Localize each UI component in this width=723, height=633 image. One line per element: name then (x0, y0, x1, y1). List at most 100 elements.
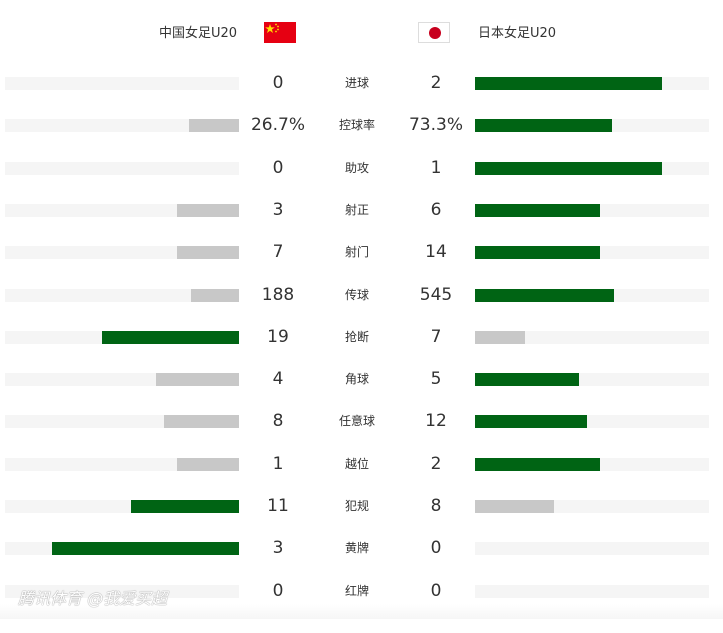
away-bar-track (475, 373, 709, 387)
stat-row: 8 任意球 12 (0, 411, 723, 463)
stat-row: 4 角球 5 (0, 369, 723, 421)
home-value: 0 (272, 73, 284, 93)
stat-label: 角球 (344, 372, 369, 387)
home-bar (51, 542, 239, 556)
home-bar-track (5, 457, 239, 471)
away-bar-track (475, 584, 709, 598)
home-value: 1 (272, 453, 284, 474)
away-bar (475, 330, 526, 344)
away-bar-track (475, 203, 709, 217)
away-bar-track (475, 542, 709, 556)
stat-label: 红牌 (344, 583, 369, 598)
home-bar (176, 246, 239, 260)
away-bar-track (475, 119, 709, 133)
away-value: 12 (425, 411, 447, 432)
away-bar-track (475, 415, 709, 429)
away-value: 0 (430, 538, 442, 559)
home-bar (164, 415, 239, 429)
away-bar-track (475, 500, 709, 513)
away-value: 2 (430, 73, 442, 93)
watermark: 腾讯体育 @我爱买超 (18, 589, 168, 608)
stat-row: 0 进球 2 (0, 73, 723, 125)
stat-label: 控球率 (338, 118, 375, 133)
home-bar-track (5, 203, 239, 217)
stat-row: 188 传球 545 (0, 285, 723, 337)
home-bar (191, 288, 239, 302)
home-bar-track (5, 373, 239, 387)
away-bar-track (475, 246, 709, 260)
home-bar-track (5, 119, 239, 133)
home-value: 0 (272, 580, 284, 601)
away-bar-track (475, 288, 709, 302)
home-bar (102, 330, 239, 344)
away-team-name: 日本女足U20 (478, 26, 557, 41)
away-bar (475, 161, 663, 175)
away-value: 8 (430, 496, 442, 516)
stat-label: 抢断 (344, 329, 369, 344)
away-value: 545 (419, 284, 453, 305)
away-bar-track (475, 457, 709, 471)
bottom-fade (0, 604, 723, 619)
away-bar (475, 119, 613, 133)
home-bar (176, 457, 239, 471)
home-value: 19 (267, 326, 289, 347)
away-value: 1 (430, 157, 442, 178)
stat-label: 任意球 (338, 414, 375, 429)
away-bar (475, 246, 600, 260)
away-bar (475, 288, 615, 302)
away-bar (475, 457, 600, 471)
away-bar (475, 500, 554, 513)
stat-row: 0 红牌 0 (0, 581, 723, 633)
home-bar-track (5, 77, 239, 90)
away-bar (475, 415, 588, 429)
away-bar-track (475, 330, 709, 344)
away-value: 73.3% (408, 115, 463, 136)
stat-label: 越位 (344, 456, 369, 471)
away-value: 2 (430, 453, 442, 474)
stat-label: 犯规 (344, 499, 369, 513)
stat-row: 3 射正 6 (0, 200, 723, 252)
away-value: 5 (430, 369, 442, 390)
home-bar-track (5, 500, 239, 513)
home-bar (189, 119, 239, 133)
home-team-name: 中国女足U20 (158, 26, 237, 41)
home-value: 7 (272, 242, 284, 263)
home-value: 188 (261, 284, 295, 305)
away-value: 14 (425, 242, 447, 263)
home-bar-track (5, 330, 239, 344)
home-bar-track (5, 288, 239, 302)
away-value: 0 (430, 580, 442, 601)
stat-label: 射门 (344, 245, 369, 260)
home-value: 4 (272, 369, 284, 390)
home-value: 3 (272, 199, 284, 220)
home-value: 0 (272, 157, 284, 178)
home-bar-track (5, 584, 239, 598)
away-value: 7 (430, 326, 442, 347)
stat-row: 11 犯规 8 (0, 496, 723, 548)
stat-row: 26.7% 控球率 73.3% (0, 115, 723, 167)
home-bar-track (5, 542, 239, 556)
stat-label: 黄牌 (344, 541, 369, 556)
home-value: 11 (267, 496, 289, 516)
away-value: 6 (430, 199, 442, 220)
home-bar (176, 203, 239, 217)
home-bar-track (5, 161, 239, 175)
home-bar (155, 373, 239, 387)
stat-row: 1 越位 2 (0, 454, 723, 506)
home-bar (130, 500, 239, 513)
stat-row: 19 抢断 7 (0, 327, 723, 379)
japan-flag-icon (418, 22, 450, 43)
home-bar-track (5, 415, 239, 429)
stat-row: 7 射门 14 (0, 242, 723, 294)
home-value: 3 (272, 538, 284, 559)
home-value: 8 (272, 411, 284, 432)
home-value: 26.7% (250, 115, 305, 136)
stat-label: 射正 (344, 202, 369, 217)
home-bar-track (5, 246, 239, 260)
stat-row: 0 助攻 1 (0, 158, 723, 210)
away-bar (475, 373, 579, 387)
away-bar-track (475, 77, 709, 90)
away-bar (475, 77, 663, 90)
away-bar-track (475, 161, 709, 175)
away-bar (475, 203, 600, 217)
